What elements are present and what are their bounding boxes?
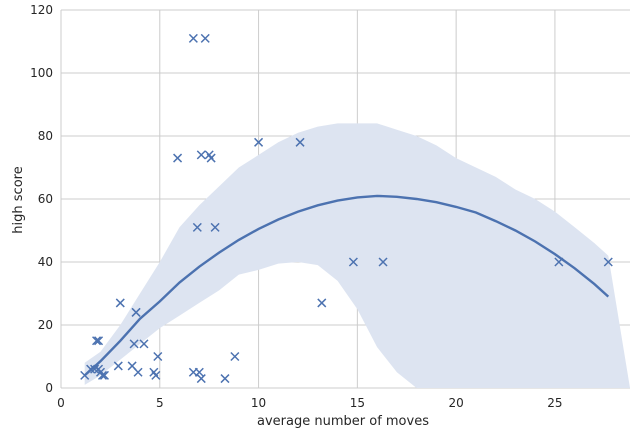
y-axis-label: high score — [11, 166, 26, 233]
data-point — [153, 351, 163, 362]
x-tick-labels: 0 5 10 15 20 25 — [57, 396, 562, 410]
data-point — [192, 222, 202, 232]
data-point — [188, 33, 198, 43]
data-point — [220, 374, 230, 384]
x-axis-label: average number of moves — [257, 414, 429, 429]
data-point — [295, 137, 305, 147]
data-point — [133, 367, 143, 377]
x-tick-label: 20 — [448, 396, 463, 410]
y-tick-label: 100 — [30, 66, 53, 80]
data-point — [200, 33, 210, 43]
data-point — [90, 364, 100, 374]
data-point — [254, 137, 264, 147]
data-point — [115, 298, 125, 308]
y-tick-label: 20 — [38, 318, 53, 332]
data-point — [196, 150, 206, 160]
x-tick-label: 25 — [547, 396, 562, 410]
data-point — [151, 370, 161, 380]
data-point — [97, 370, 108, 380]
data-point — [194, 367, 204, 377]
data-point — [230, 351, 240, 362]
x-tick-label: 15 — [350, 396, 365, 410]
x-tick-label: 10 — [251, 396, 266, 410]
confidence-band — [84, 123, 630, 389]
data-point — [129, 339, 139, 349]
x-tick-label: 5 — [156, 396, 164, 410]
data-point — [173, 153, 183, 163]
data-points — [80, 33, 613, 384]
data-point — [196, 374, 206, 384]
data-point — [348, 257, 358, 267]
data-point — [378, 257, 388, 267]
data-point — [94, 336, 104, 346]
x-tick-label: 0 — [57, 396, 65, 410]
y-tick-label: 0 — [45, 381, 53, 395]
y-tick-label: 60 — [38, 192, 53, 206]
data-point — [603, 257, 613, 267]
y-tick-label: 40 — [38, 255, 53, 269]
y-tick-labels: 0 20 40 60 80 100 120 — [30, 3, 53, 395]
data-point — [210, 222, 220, 232]
data-point — [206, 153, 216, 163]
data-point — [113, 361, 123, 371]
y-tick-label: 120 — [30, 3, 53, 17]
regression-line — [83, 194, 610, 377]
data-point — [131, 307, 141, 317]
data-point — [92, 336, 102, 346]
y-tick-label: 80 — [38, 129, 53, 143]
data-point — [317, 298, 327, 308]
data-point — [99, 370, 109, 380]
data-point — [139, 339, 149, 349]
